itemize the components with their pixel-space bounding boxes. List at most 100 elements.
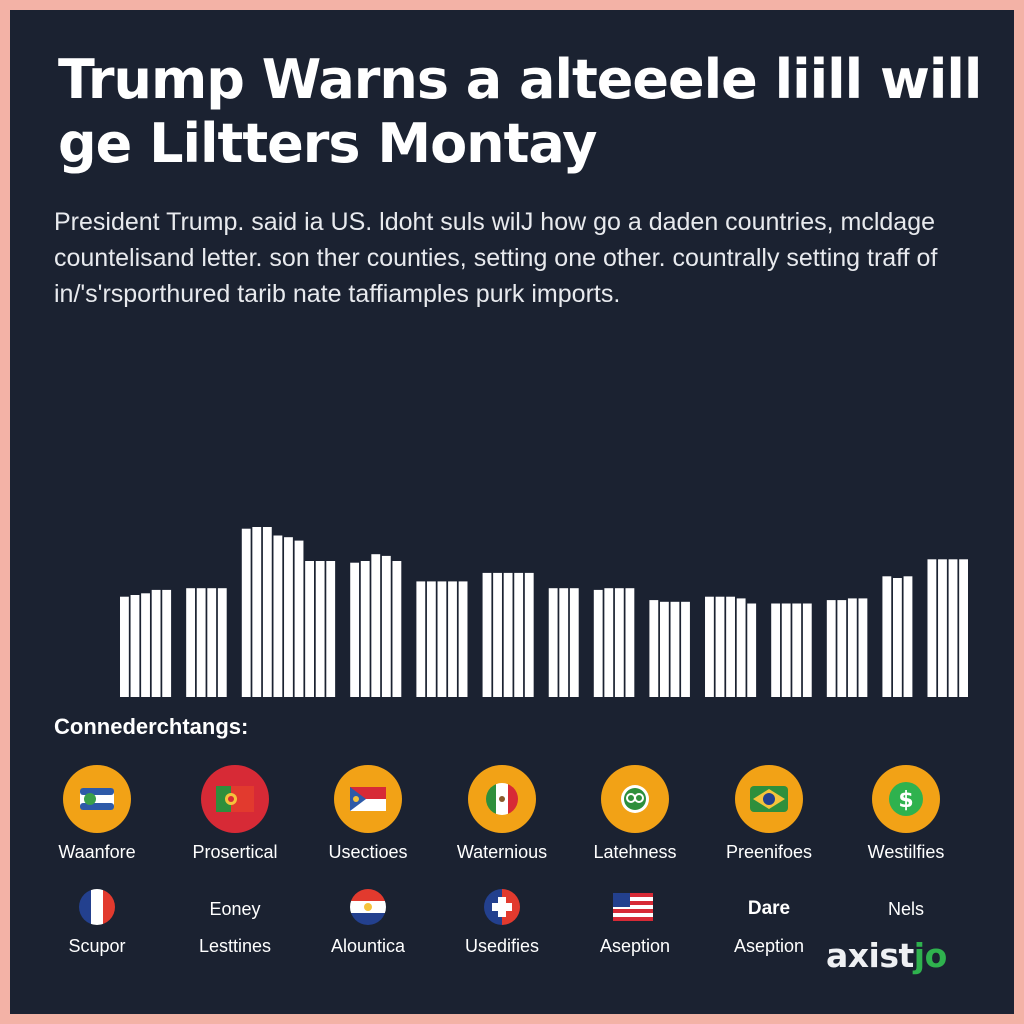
bar-g4-5 xyxy=(392,561,402,697)
legend-label-6: Preenifoes xyxy=(725,842,813,862)
legend-label-2: Prosertical xyxy=(192,842,278,862)
bar-g7-3 xyxy=(569,588,579,697)
bar-g3-2 xyxy=(252,527,262,697)
bar-g8-3 xyxy=(614,588,624,697)
bar-g6-1 xyxy=(482,572,492,697)
bar-g10-3 xyxy=(726,596,735,697)
bar-g12-1 xyxy=(826,600,836,697)
legend-label-4: Waternious xyxy=(456,842,548,862)
bar-g7-2 xyxy=(559,588,569,697)
bar-g9-3 xyxy=(670,601,680,697)
bar-g6-3 xyxy=(503,572,513,697)
bar-g7-1 xyxy=(548,588,558,697)
bar-g10-2 xyxy=(715,596,725,697)
bar-g8-4 xyxy=(625,588,635,697)
bar-chart xyxy=(120,527,968,697)
bar-g3-5 xyxy=(284,537,293,697)
bar-g5-5 xyxy=(458,581,468,697)
bar-g1-3 xyxy=(141,593,150,697)
flag-glyph-icon xyxy=(350,787,386,811)
emblem-glyph-icon xyxy=(621,785,649,813)
us-flag-icon xyxy=(613,893,653,921)
legend-row2-label-5: Aseption xyxy=(599,936,671,956)
bar-g10-5 xyxy=(747,603,757,697)
cross-flag-icon xyxy=(484,889,520,925)
bar-g2-4 xyxy=(217,588,227,697)
bar-g3-6 xyxy=(294,540,304,697)
legend-row2-label-1: Scupor xyxy=(68,936,126,956)
legend-top-text-7: Nels xyxy=(887,899,924,919)
bar-g3-4 xyxy=(273,535,283,697)
bar-g14-1 xyxy=(927,559,937,697)
paraguay-flag-icon xyxy=(350,889,386,925)
legend-top-text-6: Dare xyxy=(747,898,791,919)
portugal-flag-badge-icon xyxy=(201,765,269,833)
bar-g5-2 xyxy=(426,581,436,697)
bar-g10-4 xyxy=(736,598,746,697)
legend-row2-label-6: Aseption xyxy=(733,936,805,956)
bar-g11-1 xyxy=(771,603,781,697)
brazil-flag-icon xyxy=(750,786,788,812)
legend-label-3: Usectioes xyxy=(328,842,408,862)
bar-g9-2 xyxy=(659,601,669,697)
bar-g2-2 xyxy=(196,588,206,697)
bar-g11-4 xyxy=(802,603,812,697)
flag-glyph-icon xyxy=(80,788,114,810)
bar-g13-1 xyxy=(882,576,892,697)
flag-badge-icon xyxy=(63,765,131,833)
bar-g4-1 xyxy=(350,562,360,697)
bar-g1-1 xyxy=(120,596,129,697)
bar-g13-3 xyxy=(903,576,913,697)
bar-g3-7 xyxy=(305,561,314,697)
bar-g2-3 xyxy=(207,588,217,697)
flag-badge-icon xyxy=(334,765,402,833)
bar-g3-8 xyxy=(315,561,325,697)
section-title: Connederchtangs: xyxy=(54,714,249,739)
bar-g9-4 xyxy=(681,601,690,697)
portugal-flag-icon xyxy=(216,786,254,812)
dollar-sign: $ xyxy=(898,788,913,813)
bar-g6-4 xyxy=(514,572,524,697)
bar-g12-3 xyxy=(847,598,857,697)
legend-label-7: Westilfies xyxy=(867,842,945,862)
brazil-flag-badge-icon xyxy=(735,765,803,833)
bar-g5-4 xyxy=(448,581,457,697)
bar-g3-1 xyxy=(241,528,251,697)
bar-g5-1 xyxy=(416,581,426,697)
brand-logo: axistjo xyxy=(826,936,947,975)
legend-row2-label-2: Lesttines xyxy=(198,936,272,956)
bar-g14-4 xyxy=(959,559,968,697)
bar-g6-2 xyxy=(493,572,502,697)
bar-g12-4 xyxy=(858,598,868,697)
bar-g5-3 xyxy=(437,581,447,697)
bar-g14-2 xyxy=(938,559,947,697)
emblem-badge-icon xyxy=(601,765,669,833)
dollar-glyph-icon: $ xyxy=(889,782,923,816)
bar-g3-9 xyxy=(326,561,336,697)
legend-top-text-2: Eoney xyxy=(209,899,261,919)
bar-g4-4 xyxy=(381,555,391,697)
mexico-flag-icon xyxy=(486,783,518,815)
bar-g14-3 xyxy=(948,559,958,697)
mexico-flag-badge-icon xyxy=(468,765,536,833)
bar-g9-1 xyxy=(649,600,659,697)
bar-g1-2 xyxy=(130,595,140,697)
logo-text-2: jo xyxy=(913,936,947,975)
headline: Trump Warns a alteeele liill will ge Lil… xyxy=(58,48,982,175)
bar-g1-5 xyxy=(162,589,172,697)
logo-text-1: axist xyxy=(826,936,914,975)
bar-g10-1 xyxy=(705,596,714,697)
lede-paragraph: President Trump. said ia US. ldoht suls … xyxy=(54,208,938,308)
bar-g8-1 xyxy=(593,589,603,697)
bar-g3-3 xyxy=(262,527,272,697)
bar-g4-2 xyxy=(360,561,370,697)
bar-g8-2 xyxy=(604,588,614,697)
bar-g13-2 xyxy=(892,578,902,697)
bar-g4-3 xyxy=(371,554,381,697)
bar-g6-5 xyxy=(524,572,534,697)
legend-row2-label-3: Alountica xyxy=(330,936,406,956)
infographic-frame: Trump Warns a alteeele liill will ge Lil… xyxy=(10,10,1014,1014)
bar-g1-4 xyxy=(151,589,161,697)
legend-label-1: Waanfore xyxy=(58,842,136,862)
bar-g12-2 xyxy=(837,600,847,697)
